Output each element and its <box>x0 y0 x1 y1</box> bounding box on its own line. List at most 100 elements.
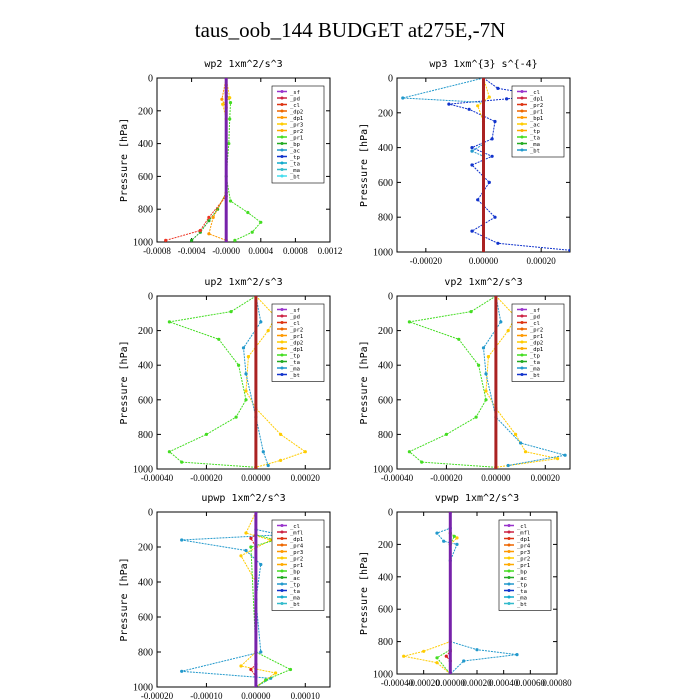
series-point <box>490 154 494 158</box>
series-point <box>207 215 211 219</box>
legend-marker <box>520 116 524 119</box>
series-point <box>227 142 231 146</box>
series-point <box>249 667 253 672</box>
series-point <box>505 97 509 101</box>
series-point <box>484 389 488 393</box>
y-tick-label: 600 <box>138 395 153 406</box>
legend-marker <box>280 129 284 132</box>
series-point <box>211 215 215 219</box>
series-point <box>204 432 208 436</box>
legend-label: _cl <box>517 524 527 530</box>
x-tick-label: -0.00020 <box>430 473 463 483</box>
series-point <box>422 649 426 653</box>
series-point <box>484 372 488 376</box>
series-point <box>481 346 486 350</box>
legend-marker <box>507 576 511 579</box>
series-point <box>444 432 448 436</box>
legend-marker <box>280 576 284 579</box>
y-axis-label: Pressure [hPa] <box>359 551 370 635</box>
series-point <box>470 163 474 167</box>
y-tick-label: 600 <box>138 172 153 183</box>
x-tick-label: 0.0004 <box>248 246 273 256</box>
x-tick-label: -0.0000 <box>212 246 240 256</box>
legend-marker <box>280 537 284 540</box>
series-point <box>180 460 184 464</box>
series-point <box>207 232 211 236</box>
legend-marker <box>280 148 284 152</box>
legend-marker <box>280 96 284 100</box>
legend-marker <box>520 353 524 357</box>
series-point <box>568 248 570 252</box>
panel-title: up2 1xm^2/s^3 <box>204 277 282 288</box>
y-tick-label: 0 <box>148 74 153 85</box>
legend-label: _dp1 <box>517 537 530 543</box>
legend-marker <box>280 530 284 534</box>
series-point <box>493 215 497 219</box>
legend-label: _tp <box>530 354 540 360</box>
legend-marker <box>507 543 511 547</box>
series-point <box>448 512 452 514</box>
legend-label: _pr4 <box>290 544 304 550</box>
panel-title: vp2 1xm^2/s^3 <box>444 277 522 288</box>
legend-label: _pr2 <box>290 129 303 135</box>
series-point <box>259 650 263 654</box>
legend-label: _ac <box>290 149 300 155</box>
legend-label: _pr1 <box>290 334 303 340</box>
series-point <box>217 337 221 341</box>
series-point <box>401 96 405 100</box>
legend-label: _pr2 <box>517 557 530 563</box>
series-point <box>514 432 518 436</box>
legend-marker <box>507 563 511 566</box>
y-tick-label: 800 <box>378 430 393 441</box>
series-point <box>190 238 194 242</box>
legend-label: _ta <box>530 136 540 142</box>
series-point <box>266 329 270 333</box>
legend-marker <box>280 334 284 337</box>
legend-marker <box>280 563 284 566</box>
series-point <box>474 415 478 419</box>
series-point <box>220 97 224 101</box>
y-tick-label: 600 <box>378 395 393 406</box>
legend-marker <box>507 537 511 540</box>
legend-label: _dp2 <box>290 341 303 347</box>
legend-marker <box>520 308 524 311</box>
legend-marker <box>520 334 524 337</box>
legend-label: _ma <box>290 168 300 174</box>
legend-label: _pr2 <box>290 557 303 563</box>
legend-label: _pr1 <box>530 110 543 116</box>
series-point <box>279 432 283 436</box>
series-point <box>563 453 567 457</box>
legend-marker <box>280 174 284 178</box>
y-tick-label: 1000 <box>133 683 153 694</box>
series-point <box>494 296 498 298</box>
legend-marker <box>520 314 524 318</box>
legend-marker <box>280 308 284 311</box>
panel-title: vpwp 1xm^2/s^3 <box>435 493 519 504</box>
legend-marker <box>520 142 524 145</box>
series-point <box>499 320 503 324</box>
legend-label: _ac <box>530 123 540 129</box>
legend-marker <box>520 103 524 106</box>
legend-marker <box>520 360 524 363</box>
y-tick-label: 800 <box>378 213 393 224</box>
legend-marker <box>280 347 284 350</box>
legend-marker <box>280 116 284 119</box>
series-point <box>496 86 500 90</box>
y-tick-label: 800 <box>138 648 153 659</box>
panel-title: wp2 1xm^2/s^3 <box>204 59 282 70</box>
series-point <box>481 78 486 80</box>
series-point <box>234 415 238 419</box>
series-line-bp <box>250 512 292 687</box>
series-point <box>228 101 233 105</box>
legend-box <box>271 85 325 184</box>
legend-label: _bt <box>530 373 540 379</box>
y-tick-label: 1000 <box>133 465 153 476</box>
series-point <box>515 653 519 657</box>
series-point <box>476 198 480 202</box>
x-tick-label: 0.00000 <box>469 256 499 266</box>
series-point <box>254 512 258 514</box>
series-point <box>250 230 254 234</box>
legend-marker <box>520 90 524 93</box>
y-tick-label: 800 <box>138 430 153 441</box>
x-tick-label: -0.00010 <box>190 691 223 700</box>
